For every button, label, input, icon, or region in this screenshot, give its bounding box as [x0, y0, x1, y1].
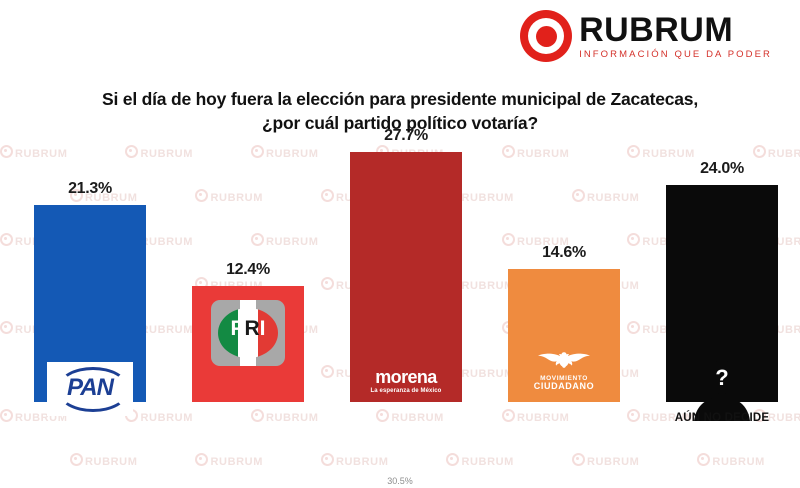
bar-rect-pri[interactable]: PRI: [192, 286, 304, 402]
morena-logo-text: morena: [375, 367, 437, 387]
bar-group-pri: 12.4% PRI: [192, 261, 304, 402]
target-bullseye-icon: [320, 453, 334, 466]
svg-text:?: ?: [715, 365, 728, 390]
watermark-item: RUBRUM: [571, 453, 639, 468]
pri-circle-icon: [218, 308, 278, 358]
bar-value-movimiento-ciudadano: 14.6%: [542, 244, 586, 261]
brand-logo: RUBRUM INFORMACIÓN QUE DA PODER: [520, 10, 772, 62]
morena-logo-tagline: La esperanza de México: [370, 388, 442, 394]
movimiento-ciudadano-line1: MOVIMIENTO: [540, 374, 588, 382]
bar-group-morena: 27.7% morena La esperanza de México: [350, 127, 462, 402]
pri-letter-p: P: [230, 317, 245, 340]
pri-logo: PRI: [211, 300, 285, 366]
watermark-row: RUBRUMRUBRUMRUBRUMRUBRUMRUBRUMRUBRUMRUBR…: [70, 453, 800, 468]
movimiento-ciudadano-logo: MOVIMIENTO CIUDADANO: [514, 350, 614, 392]
watermark-item: RUBRUM: [446, 453, 513, 468]
bar-group-movimiento-ciudadano: 14.6% MOVIMIENTO CIUDADANO: [508, 244, 620, 402]
bar-value-pri: 12.4%: [226, 261, 270, 278]
bar-rect-pan[interactable]: PAN: [34, 205, 146, 416]
pan-logo-text: PAN: [67, 374, 114, 401]
brand-tagline: INFORMACIÓN QUE DA PODER: [579, 48, 772, 60]
undecided-logo: ?: [686, 359, 758, 426]
footnote-value: 30.5%: [387, 476, 413, 486]
movimiento-ciudadano-line2: CIUDADANO: [533, 381, 595, 392]
pan-arc-top-icon: [58, 367, 128, 407]
watermark-item: RUBRUM: [320, 453, 388, 468]
pri-logo-text: PRI: [211, 317, 285, 341]
target-bullseye-icon: [446, 453, 460, 466]
bar-chart: 21.3% PAN 12.4% PRI: [0, 127, 800, 450]
bar-value-pan: 21.3%: [68, 180, 112, 197]
bar-group-undecided: 24.0% ? AÚN NO DECIDE: [666, 160, 778, 424]
target-bullseye-icon: [520, 10, 573, 62]
pan-arc-bottom-icon: [58, 372, 128, 412]
header: RUBRUM INFORMACIÓN QUE DA PODER: [0, 0, 800, 80]
bar-rect-undecided[interactable]: ? AÚN NO DECIDE: [666, 185, 778, 424]
eagle-icon: [538, 352, 590, 368]
bar-value-undecided: 24.0%: [700, 160, 744, 177]
morena-logo: morena La esperanza de México: [356, 368, 456, 394]
target-bullseye-icon: [571, 453, 585, 466]
page-title: Si el día de hoy fuera la elección para …: [0, 88, 800, 135]
watermark-item: RUBRUM: [195, 453, 262, 468]
target-bullseye-icon: [195, 453, 209, 466]
question-line-1: Si el día de hoy fuera la elección para …: [102, 89, 698, 109]
bar-group-pan: 21.3% PAN: [34, 180, 146, 416]
bar-rect-morena[interactable]: morena La esperanza de México: [350, 152, 462, 402]
person-question-icon: ?: [694, 360, 750, 421]
target-bullseye-icon: [70, 453, 83, 466]
brand-name: RUBRUM: [579, 10, 734, 49]
undecided-label: AÚN NO DECIDE: [674, 412, 770, 424]
pri-letter-i: I: [259, 317, 266, 340]
target-bullseye-icon: [697, 453, 711, 466]
watermark-item: RUBRUM: [697, 453, 764, 468]
pan-logo: PAN: [47, 362, 133, 416]
bar-rect-movimiento-ciudadano[interactable]: MOVIMIENTO CIUDADANO: [508, 269, 620, 402]
pri-letter-r: R: [244, 317, 260, 340]
bar-value-morena: 27.7%: [384, 127, 428, 144]
question-line-2: ¿por cuál partido político votaría?: [262, 112, 538, 133]
watermark-item: RUBRUM: [70, 453, 137, 468]
